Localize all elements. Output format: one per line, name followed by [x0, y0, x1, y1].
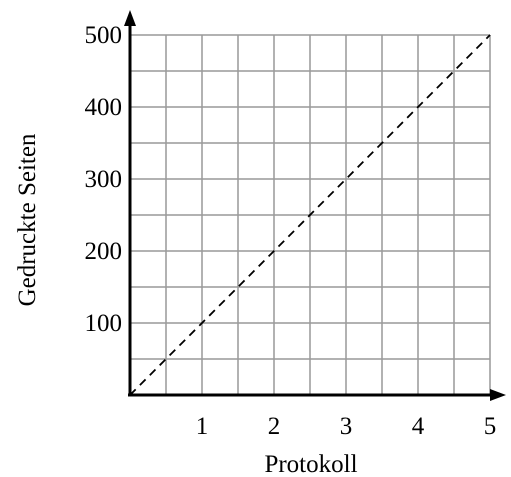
axes [124, 10, 506, 401]
x-axis-arrow-icon [490, 389, 506, 401]
x-tick-label: 5 [484, 413, 497, 440]
x-tick-label: 4 [412, 413, 425, 440]
x-axis-title: Protokoll [264, 451, 357, 477]
y-tick-label: 100 [85, 310, 123, 337]
y-axis-title: Gedruckte Seiten [14, 133, 41, 306]
y-axis-arrow-icon [124, 10, 136, 26]
x-tick-labels: 1 2 3 4 5 [196, 413, 497, 440]
y-tick-label: 300 [85, 166, 123, 193]
y-tick-label: 500 [85, 22, 123, 49]
x-tick-label: 2 [268, 413, 281, 440]
y-tick-labels: 100 200 300 400 500 [85, 22, 123, 337]
series-layer [129, 34, 491, 396]
series-line [129, 34, 491, 396]
grid [130, 34, 491, 395]
y-tick-label: 200 [85, 238, 123, 265]
x-tick-label: 3 [340, 413, 353, 440]
y-tick-label: 400 [85, 94, 123, 121]
x-tick-label: 1 [196, 413, 209, 440]
